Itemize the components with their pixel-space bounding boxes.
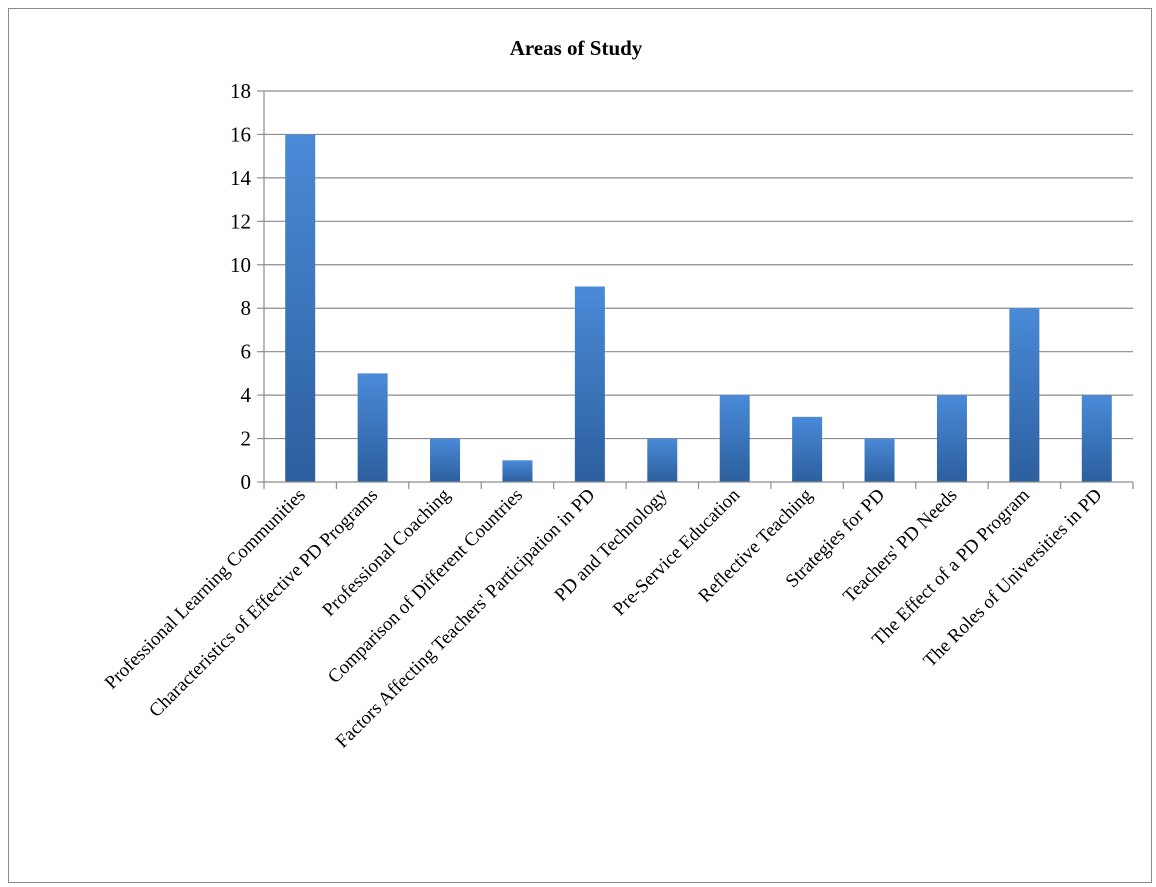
- y-tick-label: 2: [241, 427, 252, 451]
- y-tick-label: 18: [230, 79, 251, 103]
- bar: [647, 438, 678, 482]
- y-tick-label: 12: [230, 209, 251, 233]
- x-tick-label: Professional Coaching: [318, 484, 454, 620]
- y-tick-label: 8: [241, 296, 252, 320]
- bar: [936, 395, 967, 482]
- bar: [1009, 308, 1040, 482]
- y-tick-label: 10: [230, 253, 251, 277]
- bar: [285, 134, 316, 482]
- bar: [574, 286, 605, 482]
- bar: [502, 460, 533, 482]
- bar: [430, 438, 461, 482]
- bar: [719, 395, 750, 482]
- chart-title: Areas of Study: [510, 36, 643, 60]
- bar: [357, 373, 388, 482]
- gridlines: [264, 90, 1133, 440]
- y-tick-label: 6: [241, 340, 252, 364]
- bar: [1081, 395, 1112, 482]
- y-tick-label: 4: [241, 383, 252, 407]
- x-tick-label: Pre-Service Education: [609, 484, 745, 620]
- bar: [864, 438, 895, 482]
- x-axis-labels: Professional Learning CommunitiesCharact…: [101, 484, 1106, 752]
- y-tick-label: 14: [230, 166, 252, 190]
- y-tick-label: 0: [241, 470, 252, 494]
- bar: [792, 416, 823, 482]
- y-tick-label: 16: [230, 122, 251, 146]
- y-axis-ticks: 0 2 4 6 8 10 12 14 16 18: [230, 79, 264, 494]
- axes: [263, 91, 1134, 489]
- x-tick-label: Factors Affecting Teachers' Participatio…: [332, 485, 600, 753]
- bars: [285, 134, 1112, 482]
